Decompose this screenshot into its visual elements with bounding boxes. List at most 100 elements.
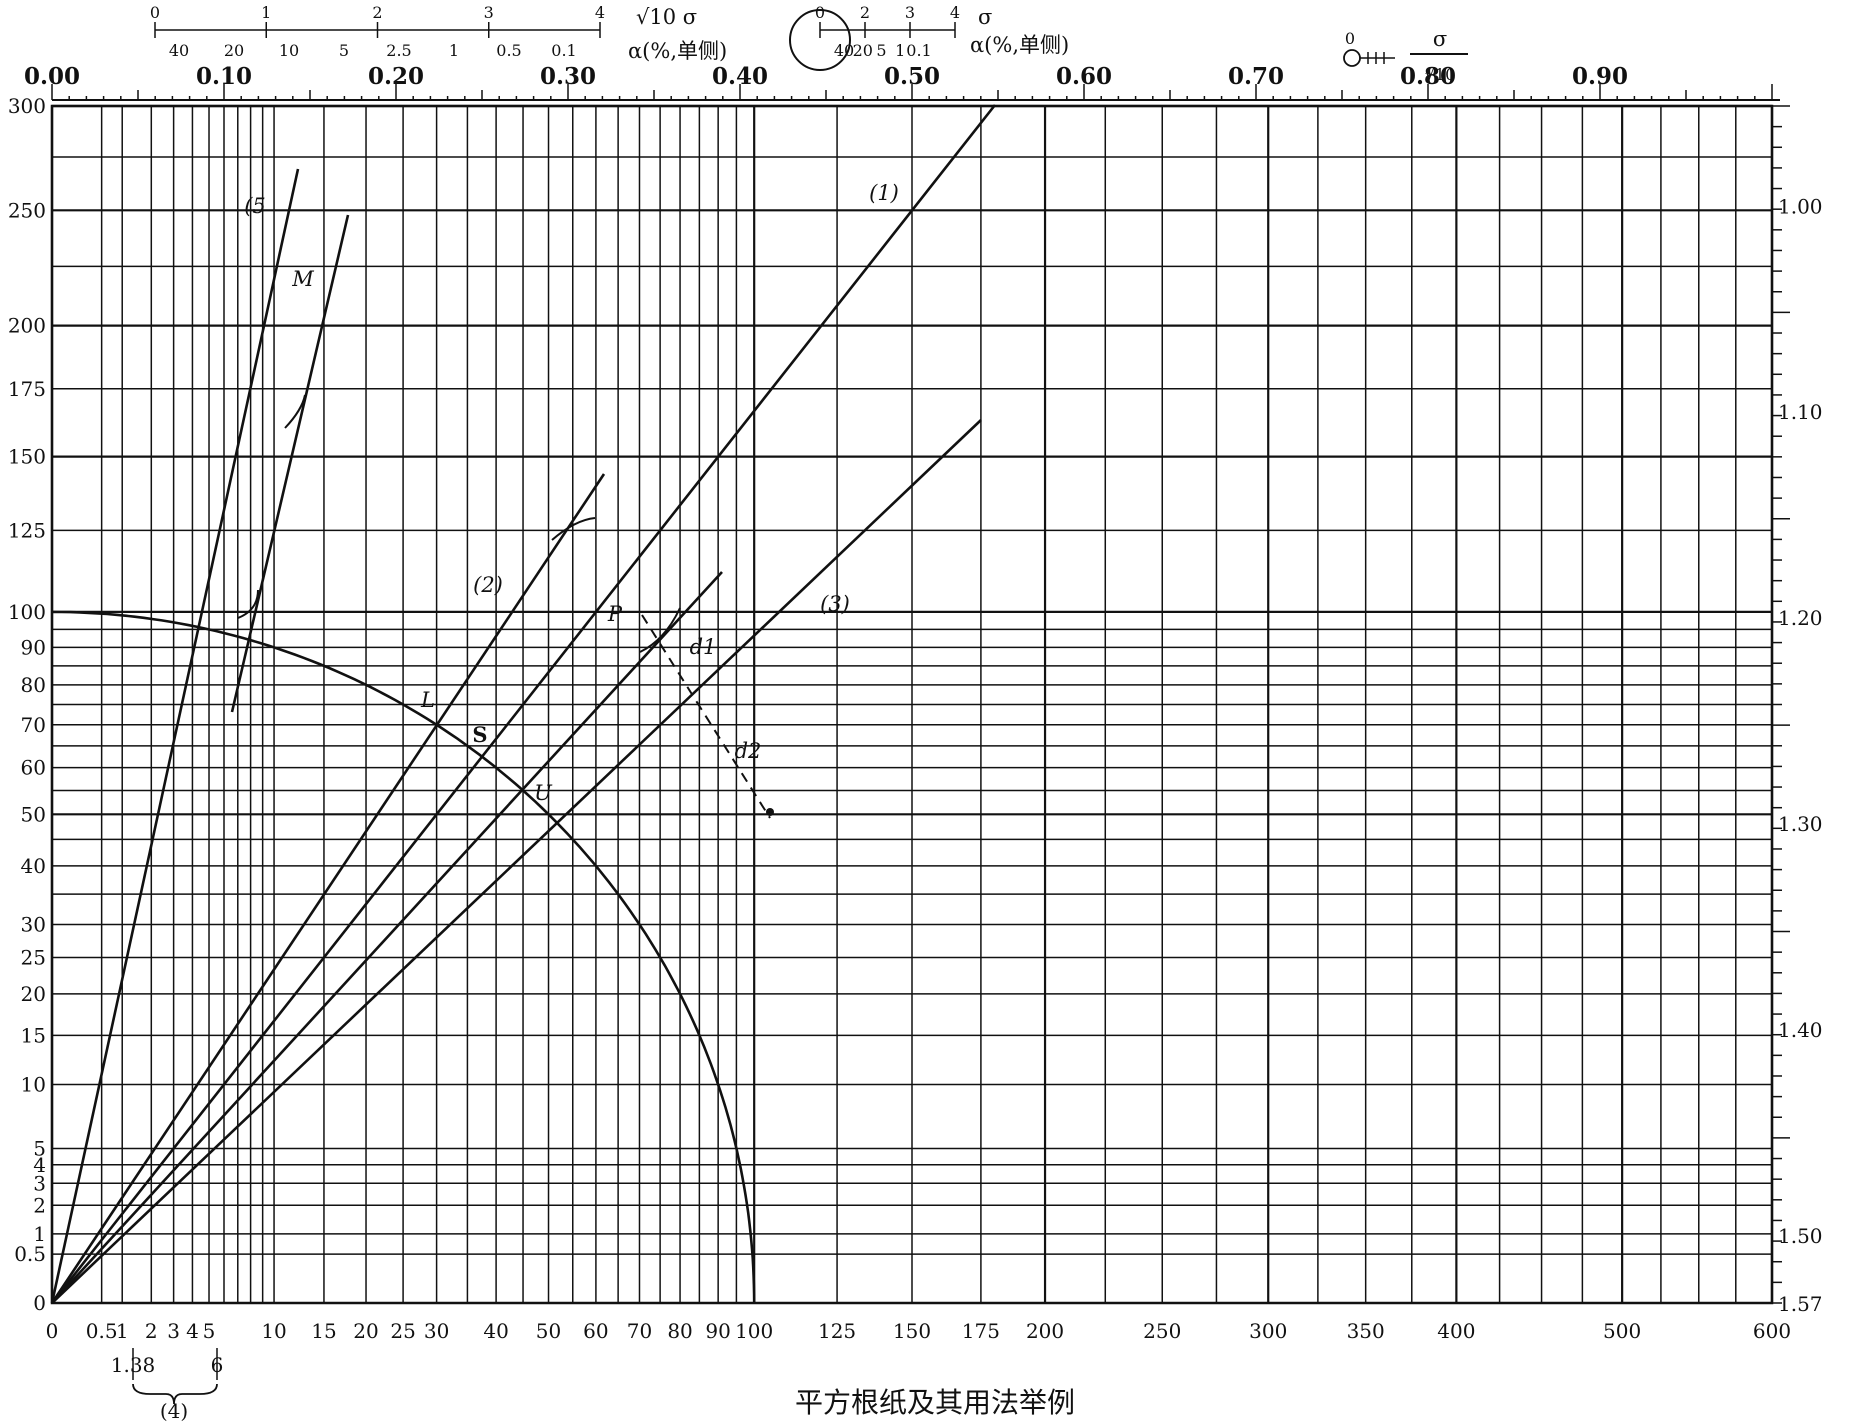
label-point-s: S [472, 722, 487, 747]
right-tick-label: 1.40 [1778, 1018, 1823, 1042]
scale2-alpha-label: α(%,单侧) [970, 33, 1069, 57]
example-curves [50, 104, 997, 1304]
bottom-tick-label: 500 [1603, 1319, 1641, 1343]
scale2-alpha-tick-label: 1 [895, 41, 905, 60]
figure-caption: 平方根纸及其用法举例 [795, 1386, 1075, 1419]
bottom-tick-label: 300 [1249, 1319, 1287, 1343]
left-tick-label: 100 [8, 600, 46, 624]
grid-lines [50, 104, 1774, 1303]
bottom-tick-label: 125 [818, 1319, 856, 1343]
left-tick-label: 200 [8, 314, 46, 338]
bottom-tick-label: 70 [627, 1319, 652, 1343]
bottom-tick-label: 600 [1753, 1319, 1791, 1343]
left-tick-label: 40 [21, 854, 46, 878]
left-tick-label: 2 [33, 1193, 46, 1217]
bottom-tick-label: 250 [1143, 1319, 1181, 1343]
dashed-d-line [641, 614, 771, 819]
scale1-alpha-tick-label: 1 [449, 41, 459, 60]
left-tick-label: 0.5 [14, 1242, 46, 1266]
label-point-m: M [291, 267, 314, 291]
left-tick-label: 150 [8, 445, 46, 469]
bottom-tick-label: 4 [186, 1319, 199, 1343]
bottom-tick-label: 80 [667, 1319, 692, 1343]
bottom-tick-label: 15 [311, 1319, 336, 1343]
scale1-sigma-tick-label: 1 [261, 3, 271, 22]
right-tick-label: 1.57 [1778, 1292, 1823, 1316]
bottom-tick-label: 30 [424, 1319, 449, 1343]
scale1-sigma-tick-label: 2 [372, 3, 382, 22]
bottom-tick-label: 200 [1026, 1319, 1064, 1343]
arc-mark [237, 589, 259, 619]
label-point-d2: d2 [735, 739, 762, 763]
top-tick-label: 0.90 [1572, 63, 1628, 90]
bottom-tick-label: 1 [116, 1319, 129, 1343]
brace-4 [132, 1383, 218, 1405]
label-point-u: U [534, 781, 553, 805]
scale3-denominator-label: √10 [1425, 65, 1456, 84]
top-tick-label: 0.70 [1228, 63, 1284, 90]
bottom-tick-label: 50 [536, 1319, 561, 1343]
left-tick-label: 50 [21, 802, 46, 826]
line-1 [50, 104, 997, 1304]
scale2-circle [789, 9, 851, 71]
scale2-sigma-tick-label: 3 [905, 3, 915, 22]
label-point-l: L [420, 688, 435, 712]
left-tick-label: 0 [33, 1291, 46, 1315]
left-tick-label: 10 [21, 1072, 46, 1096]
bottom-tick-label: 10 [261, 1319, 286, 1343]
line-3-long [51, 419, 982, 1304]
label-point-p: P [607, 602, 623, 626]
scale3-origin-circle [1343, 49, 1361, 67]
scale1-sigma-label: √10 σ [636, 5, 697, 29]
scale3-zero-label: 0 [1345, 29, 1355, 48]
label-line-2: (2) [473, 573, 503, 597]
arc-mark [551, 517, 596, 541]
scale2-alpha-tick-label: 0.1 [906, 41, 931, 60]
scale1-sigma-tick-label: 0 [150, 3, 160, 22]
left-tick-label: 5 [33, 1136, 46, 1160]
top-tick-label: 0.50 [884, 63, 940, 90]
scale1-alpha-tick-label: 5 [339, 41, 349, 60]
left-tick-label: 3 [33, 1171, 46, 1195]
left-tick-label: 175 [8, 377, 46, 401]
scale2-sigma-tick-label: 0 [815, 3, 825, 22]
left-tick-label: 15 [21, 1023, 46, 1047]
right-tick-label: 1.30 [1778, 812, 1823, 836]
label-line-1: (1) [869, 181, 899, 205]
line-2 [50, 473, 606, 1304]
scale1-alpha-tick-label: 0.1 [551, 41, 576, 60]
sub-label-1-38: 1.38 [111, 1353, 156, 1377]
top-tick-label: 0.40 [712, 63, 768, 90]
scale1-alpha-tick-label: 0.5 [496, 41, 521, 60]
scale1-sigma-tick-label: 3 [484, 3, 494, 22]
label-point-d1: d1 [690, 635, 717, 659]
left-tick-label: 300 [8, 94, 46, 118]
scale1-alpha-tick-label: 10 [279, 41, 299, 60]
scale2-sigma-label: σ [978, 5, 992, 29]
bottom-tick-label: 175 [962, 1319, 1000, 1343]
line-5 [50, 168, 300, 1304]
bottom-tick-label: 400 [1437, 1319, 1475, 1343]
bottom-tick-label: 0.5 [86, 1319, 118, 1343]
left-tick-label: 250 [8, 198, 46, 222]
left-tick-label: 30 [21, 912, 46, 936]
right-tick-label: 1.50 [1778, 1224, 1823, 1248]
bottom-tick-label: 350 [1347, 1319, 1385, 1343]
left-tick-label: 1 [33, 1222, 46, 1246]
sub-label-6: 6 [211, 1353, 224, 1377]
brace-label-4: (4) [160, 1399, 188, 1423]
bottom-tick-label: 2 [145, 1319, 158, 1343]
left-tick-label: 90 [21, 635, 46, 659]
right-tick-label: 1.10 [1778, 400, 1823, 424]
left-tick-label: 20 [21, 982, 46, 1006]
scale2-alpha-tick-label: 5 [876, 41, 886, 60]
label-line-3: (3) [820, 592, 850, 616]
line-3 [51, 571, 723, 1304]
scale2-sigma-tick-label: 4 [950, 3, 960, 22]
left-tick-label: 25 [21, 945, 46, 969]
arc-mark [639, 607, 681, 653]
axis-labels: 0 0.51 2 3 4 5 10 15 20 25 30 40 50 60 70 80 90 100 125 150… [8, 63, 1823, 1405]
scale1-alpha-tick-label: 2.5 [386, 41, 411, 60]
